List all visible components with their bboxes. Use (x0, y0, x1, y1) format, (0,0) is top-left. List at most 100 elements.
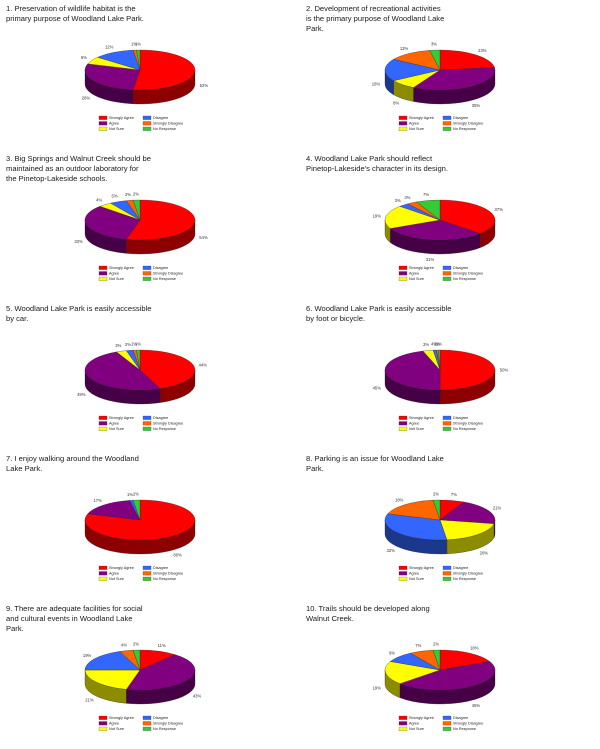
pie-slice-not-sure (384, 206, 441, 229)
legend-swatch (98, 571, 108, 576)
pie-slice-strongly-agree (439, 49, 495, 71)
legend-label: Strongly Disagree (453, 422, 483, 426)
legend-label: Strongly Disagree (153, 572, 183, 576)
pie-slice-strongly-agree (439, 199, 496, 234)
chart-panel-5: 5. Woodland Lake Park is easily accessib… (0, 300, 300, 449)
legend-swatch (442, 126, 452, 131)
pie-slice-no-response (432, 649, 441, 671)
legend-swatch (142, 421, 152, 426)
pie-slice-agree (84, 63, 141, 90)
chart-title: 9. There are adequate facilities for soc… (6, 604, 143, 633)
pie-data-label: 1% (127, 492, 133, 497)
pie-slice-strongly-agree (439, 349, 496, 391)
pie-data-label: 3% (404, 195, 410, 200)
pie-data-label: 3% (423, 342, 429, 347)
chart-panel-1: 1. Preservation of wildlife habitat is t… (0, 0, 300, 149)
legend-label: No Response (153, 277, 176, 281)
pie-data-label: 45% (373, 386, 382, 391)
chart-title: 3. Big Springs and Walnut Creek should b… (6, 154, 151, 183)
pie-slice-disagree (384, 513, 448, 541)
legend-label: Strongly Disagree (453, 272, 483, 276)
legend-label: Strongly Disagree (153, 422, 183, 426)
legend-label: Agree (409, 722, 419, 726)
pie-data-label: 8% (393, 100, 399, 105)
pie-data-label: 7% (451, 492, 457, 497)
pie-data-label: 23% (478, 48, 487, 53)
pie-data-label: 1% (434, 342, 440, 347)
chart-title: 10. Trails should be developed along Wal… (306, 604, 430, 623)
pie-data-label: 45% (472, 703, 481, 708)
legend-label: No Response (153, 577, 176, 581)
pie-data-label: 21% (85, 697, 94, 702)
pie-data-label: 3% (395, 198, 401, 203)
legend-swatch (398, 415, 408, 420)
pie-data-label: 31% (426, 257, 435, 262)
legend-label: No Response (453, 127, 476, 131)
legend-swatch (442, 265, 452, 270)
legend-label: Strongly Disagree (453, 572, 483, 576)
pie-slice-no-response (136, 349, 141, 371)
legend-label: Disagree (153, 266, 168, 270)
pie-data-label: 2% (433, 642, 439, 647)
legend-label: Not Sure (409, 277, 424, 281)
pie-data-label: 1% (135, 42, 141, 47)
legend-swatch (398, 121, 408, 126)
legend-swatch (142, 565, 152, 570)
pie-data-label: 2% (125, 342, 131, 347)
chart-panel-2: 2. Development of recreational activitie… (300, 0, 600, 149)
legend-swatch (142, 426, 152, 431)
pie-slice-no-response (432, 499, 441, 521)
pie-data-label: 18% (372, 82, 381, 87)
pie-slice-no-response (132, 499, 141, 521)
pie-data-label: 33% (74, 239, 83, 244)
legend-swatch (398, 576, 408, 581)
legend-swatch (142, 115, 152, 120)
chart-title: 1. Preservation of wildlife habitat is t… (6, 4, 144, 23)
legend-label: Strongly Disagree (153, 122, 183, 126)
pie-data-label: 54% (199, 235, 208, 240)
pie-data-label: 2% (133, 642, 139, 647)
legend-label: Not Sure (109, 127, 124, 131)
legend-label: Strongly Disagree (153, 722, 183, 726)
legend-swatch (442, 426, 452, 431)
legend-label: Strongly Agree (409, 416, 434, 420)
legend-swatch (398, 565, 408, 570)
pie-data-label: 1% (131, 42, 137, 47)
pie-slice-agree (84, 206, 141, 240)
pie-slice-no-response (136, 49, 141, 71)
legend-label: Strongly Disagree (453, 722, 483, 726)
chart-panel-9: 9. There are adequate facilities for soc… (0, 600, 300, 749)
legend-swatch (398, 571, 408, 576)
legend-swatch (398, 715, 408, 720)
pie-data-label: 6% (81, 55, 87, 60)
pie-slice-agree (389, 219, 481, 241)
legend-label: Agree (409, 272, 419, 276)
pie-data-label: 7% (415, 643, 421, 648)
pie-data-label: 4% (121, 642, 127, 647)
legend-swatch (398, 721, 408, 726)
pie-data-label: 19% (83, 653, 92, 658)
legend-swatch (398, 126, 408, 131)
legend-label: Disagree (453, 416, 468, 420)
legend-label: No Response (153, 727, 176, 731)
legend-swatch (98, 126, 108, 131)
legend-label: Disagree (153, 116, 168, 120)
legend-label: Not Sure (409, 427, 424, 431)
legend-swatch (98, 421, 108, 426)
pie-data-label: 44% (199, 363, 208, 368)
legend-swatch (142, 121, 152, 126)
pie-data-label: 19% (373, 686, 382, 691)
legend-swatch (98, 265, 108, 270)
pie-data-label: 32% (386, 548, 395, 553)
legend-swatch (442, 115, 452, 120)
legend-swatch (398, 421, 408, 426)
legend-swatch (142, 715, 152, 720)
legend-swatch (142, 271, 152, 276)
